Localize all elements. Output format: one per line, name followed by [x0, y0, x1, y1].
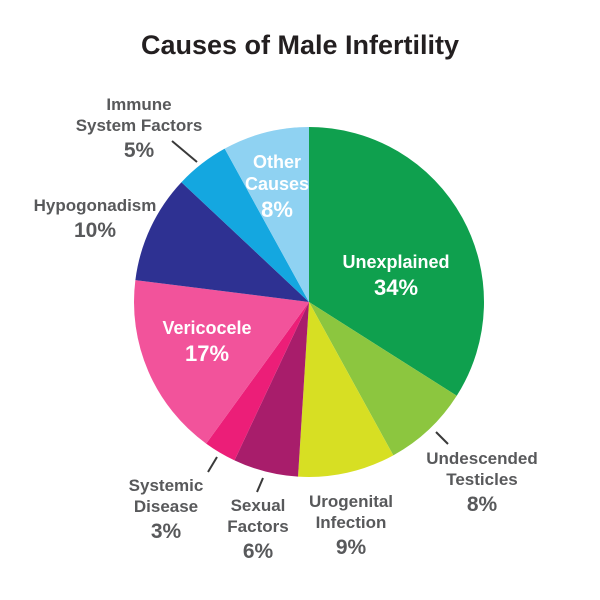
leader-line-immune-system-factors [171, 140, 198, 163]
leader-line-sexual-factors [256, 477, 264, 493]
slice-label-undescended-testicles: Undescended Testicles 8% [426, 449, 537, 516]
pie-slice-other-causes [224, 127, 309, 302]
pie-slice-vericocele [134, 280, 309, 444]
pie-slices [134, 126, 485, 477]
leader-line-systemic-disease [207, 456, 218, 473]
leader-lines [171, 140, 449, 493]
slice-label-unexplained: Unexplained 34% [342, 252, 449, 300]
slice-label-urogenital-infection: Urogenital Infection 9% [309, 492, 393, 559]
pie-slice-immune-system-factors [181, 148, 309, 302]
slice-label-other-causes: Other Causes 8% [245, 152, 309, 222]
slice-label-systemic-disease: Systemic Disease 3% [129, 476, 204, 543]
pie-slice-undescended-testicles [309, 302, 457, 456]
slice-label-immune-system-factors: Immune System Factors 5% [76, 95, 203, 162]
pie-slice-unexplained [309, 126, 485, 396]
pie-slice-sexual-factors [234, 302, 309, 477]
slice-label-hypogonadism: Hypogonadism 10% [34, 196, 157, 242]
chart-title: Causes of Male Infertility [140, 30, 460, 60]
slice-label-vericocele: Vericocele 17% [162, 318, 251, 366]
leader-line-undescended-testicles [435, 431, 449, 445]
pie-slice-systemic-disease [206, 302, 309, 461]
pie-slice-hypogonadism [135, 182, 309, 302]
pie-slice-urogenital-infection [298, 302, 394, 477]
slice-label-sexual-factors: Sexual Factors 6% [227, 496, 288, 563]
slice-labels: Unexplained 34% Undescended Testicles 8% Urog… [34, 95, 538, 563]
